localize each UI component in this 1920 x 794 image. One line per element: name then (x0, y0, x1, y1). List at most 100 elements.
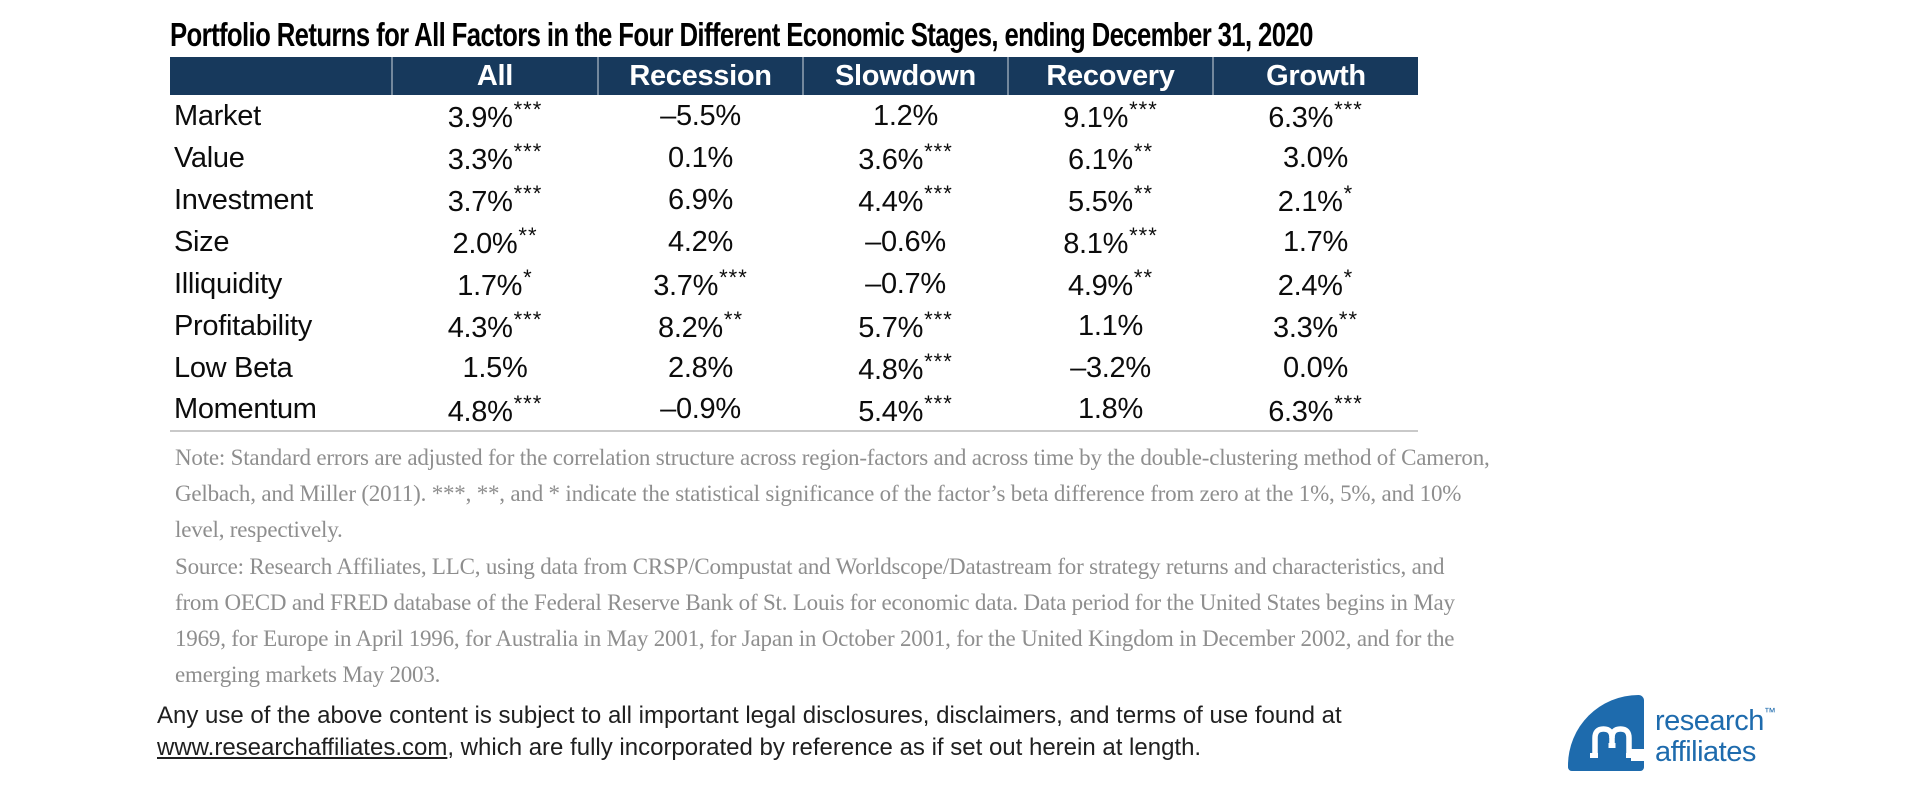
legal-line-2-rest: , which are fully incorporated by refere… (447, 734, 1202, 761)
return-value: 3.3% (1272, 312, 1338, 344)
value-cell: 3.3%*** (392, 137, 598, 179)
value-cell: –0.9% (598, 389, 803, 431)
value-cell: 3.7%*** (392, 179, 598, 221)
value-cell: 4.9%** (1008, 263, 1213, 305)
source-text: Source: Research Affiliates, LLC, using … (175, 554, 1455, 687)
return-value: 3.0% (1283, 141, 1348, 174)
value-cell: 5.7%*** (803, 305, 1008, 347)
return-value: 4.4% (858, 186, 924, 218)
significance-stars: *** (924, 307, 953, 332)
header-row: All Recession Slowdown Recovery Growth (170, 57, 1418, 95)
value-cell: 1.7%* (392, 263, 598, 305)
footnotes: Note: Standard errors are adjusted for t… (175, 440, 1490, 693)
legal-line-1: Any use of the above content is subject … (157, 702, 1342, 729)
return-value: 5.4% (858, 395, 924, 428)
logo-word-affiliates: affiliates (1655, 736, 1756, 768)
significance-stars: *** (1129, 97, 1158, 122)
significance-stars: *** (924, 349, 953, 374)
value-cell: 4.4%*** (803, 179, 1008, 221)
logo-wordmark: research™ affiliates (1655, 697, 1776, 768)
return-value: 3.9% (447, 102, 513, 134)
significance-stars: *** (1334, 390, 1363, 416)
value-cell: 6.3%*** (1213, 95, 1418, 137)
legal-line-2: www.researchaffiliates.com, which are fu… (157, 732, 1427, 764)
value-cell: 1.8% (1008, 389, 1213, 431)
ra-logo-mark (1568, 695, 1644, 771)
value-cell: 4.8%*** (803, 347, 1008, 389)
row-label: Size (174, 225, 230, 258)
return-value: –0.6% (865, 225, 946, 258)
note-text: Note: Standard errors are adjusted for t… (175, 445, 1490, 542)
header-cell-slowdown: Slowdown (802, 57, 1008, 95)
value-cell: 2.1%* (1213, 179, 1418, 221)
significance-stars: *** (924, 390, 953, 416)
return-value: 1.5% (462, 351, 528, 384)
significance-stars: *** (1129, 223, 1158, 248)
logo-notch (1631, 749, 1644, 761)
return-value: 4.3% (447, 312, 513, 344)
table-row: Value 3.3%*** 0.1% 3.6%*** 6.1%** 3.0% (170, 137, 1418, 179)
legal-disclaimer: Any use of the above content is subject … (157, 700, 1427, 764)
returns-table: All Recession Slowdown Recovery Growth M… (170, 57, 1418, 432)
significance-stars: * (1343, 181, 1354, 206)
significance-stars: ** (723, 307, 744, 332)
return-value: 2.0% (452, 228, 518, 260)
value-cell: 8.1%*** (1008, 221, 1213, 263)
value-cell: –0.6% (803, 221, 1008, 263)
return-value: 4.8% (858, 354, 924, 386)
value-cell: 0.1% (598, 137, 803, 179)
exhibit-title: Portfolio Returns for All Factors in the… (170, 16, 1313, 53)
value-cell: –0.7% (803, 263, 1008, 305)
value-cell: 2.0%** (392, 221, 598, 263)
value-cell: 2.8% (598, 347, 803, 389)
return-value: 1.8% (1078, 393, 1143, 425)
table-row: Market 3.9%*** –5.5% 1.2% 9.1%*** 6.3%*** (170, 95, 1418, 137)
header-cell-blank (170, 57, 392, 95)
return-value: 3.6% (858, 144, 924, 176)
value-cell: 3.9%*** (392, 95, 598, 137)
return-value: –5.5% (660, 99, 741, 132)
return-value: 1.7% (457, 270, 523, 302)
value-cell: 3.6%*** (803, 137, 1008, 179)
researchaffiliates-link[interactable]: www.researchaffiliates.com (157, 734, 448, 761)
table-row: Low Beta 1.5% 2.8% 4.8%*** –3.2% 0.0% (170, 347, 1418, 389)
header-cell-recovery: Recovery (1007, 57, 1213, 95)
significance-stars: *** (513, 97, 543, 122)
value-cell: 3.7%*** (598, 263, 803, 305)
table-row: Investment 3.7%*** 6.9% 4.4%*** 5.5%** 2.1%* (170, 179, 1418, 221)
logo-word-research-text: research (1655, 705, 1764, 737)
return-value: 6.1% (1067, 144, 1133, 176)
header-cell-all: All (391, 57, 598, 95)
return-value: 6.3% (1268, 395, 1334, 428)
return-value: 5.7% (858, 312, 924, 344)
table-body: Market 3.9%*** –5.5% 1.2% 9.1%*** 6.3%*** Valu… (170, 95, 1418, 431)
return-value: 4.8% (447, 395, 513, 428)
table-row: Profitability 4.3% *** 8.2%** 5.7%*** 1.1% 3.3… (170, 305, 1418, 347)
table-header: All Recession Slowdown Recovery Growth (170, 57, 1418, 95)
significance-stars: * (523, 265, 533, 290)
return-value: 0.1% (668, 141, 733, 174)
return-value: 2.8% (668, 351, 733, 384)
ra-monogram-icon (1590, 726, 1634, 758)
value-cell: 0.0% (1213, 347, 1418, 389)
value-cell: 4.2% (598, 221, 803, 263)
significance-stars: ** (518, 223, 538, 248)
significance-stars: *** (924, 139, 953, 164)
return-value: –0.7% (865, 267, 946, 300)
value-cell: 1.5% (392, 347, 598, 389)
value-cell: 2.4%* (1213, 263, 1418, 305)
value-cell: 1.7% (1213, 221, 1418, 263)
row-label: Profitability (174, 309, 312, 342)
value-cell: 4.8%*** (392, 389, 598, 431)
significance-stars: *** (719, 265, 748, 290)
row-label: Momentum (174, 393, 317, 425)
significance-stars: *** (513, 181, 543, 206)
return-value: 8.1% (1063, 228, 1129, 260)
return-value: 6.9% (668, 183, 733, 216)
return-value: 3.7% (447, 186, 513, 218)
return-value: –0.9% (660, 393, 741, 425)
return-value: 1.1% (1078, 309, 1143, 342)
value-cell: 8.2%** (598, 305, 803, 347)
return-value: 3.7% (653, 270, 719, 302)
significance-stars: *** (513, 139, 543, 164)
